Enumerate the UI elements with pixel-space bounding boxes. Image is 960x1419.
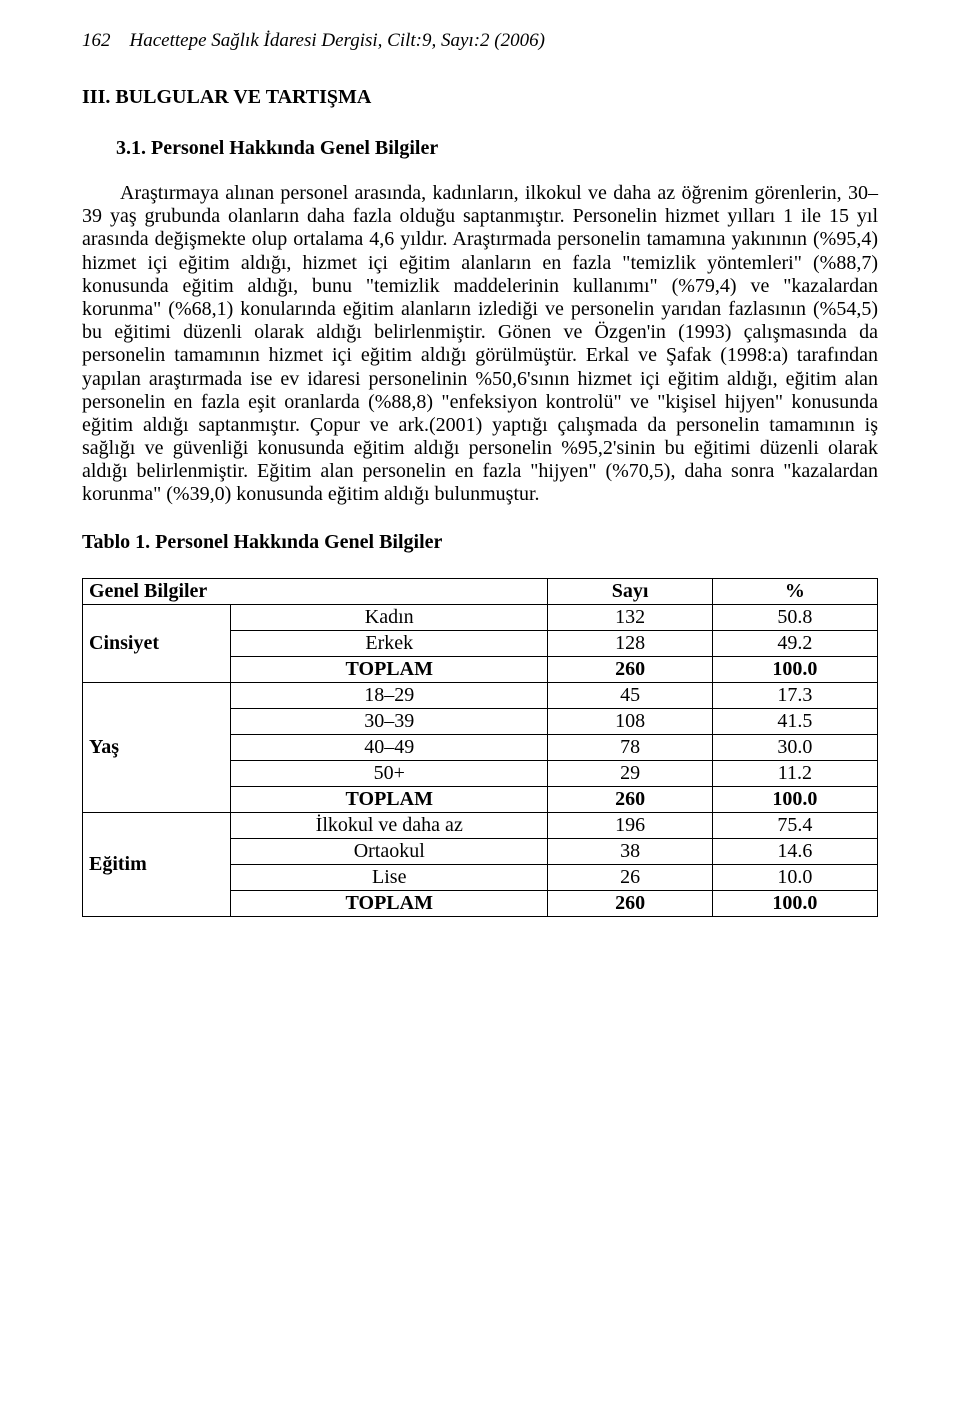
cell-percent: 10.0 — [712, 864, 877, 890]
cell-count: 108 — [548, 708, 713, 734]
table-head-sayi: Sayı — [548, 578, 713, 604]
section-subheading: 3.1. Personel Hakkında Genel Bilgiler — [116, 137, 878, 160]
cell-count: 26 — [548, 864, 713, 890]
cell-count: 38 — [548, 838, 713, 864]
table-row: CinsiyetKadın13250.8 — [83, 604, 878, 630]
data-table: Genel Bilgiler Sayı % CinsiyetKadın13250… — [82, 578, 878, 917]
cell-category: 18–29 — [231, 682, 548, 708]
page: 162 Hacettepe Sağlık İdaresi Dergisi, Ci… — [0, 0, 960, 957]
cell-category: 40–49 — [231, 734, 548, 760]
cell-percent: 14.6 — [712, 838, 877, 864]
cell-percent: 11.2 — [712, 760, 877, 786]
cell-count: 29 — [548, 760, 713, 786]
cell-percent: 100.0 — [712, 656, 877, 682]
table-body: CinsiyetKadın13250.8Erkek12849.2TOPLAM26… — [83, 604, 878, 916]
cell-category: 50+ — [231, 760, 548, 786]
table-head-pct: % — [712, 578, 877, 604]
cell-percent: 17.3 — [712, 682, 877, 708]
cell-count: 196 — [548, 812, 713, 838]
cell-percent: 50.8 — [712, 604, 877, 630]
cell-category: Ortaokul — [231, 838, 548, 864]
cell-category: TOPLAM — [231, 656, 548, 682]
cell-percent: 41.5 — [712, 708, 877, 734]
body-paragraph: Araştırmaya alınan personel arasında, ka… — [82, 182, 878, 507]
cell-category: 30–39 — [231, 708, 548, 734]
cell-count: 260 — [548, 890, 713, 916]
cell-count: 260 — [548, 786, 713, 812]
table-title: Tablo 1. Personel Hakkında Genel Bilgile… — [82, 531, 878, 554]
cell-category: Erkek — [231, 630, 548, 656]
cell-percent: 49.2 — [712, 630, 877, 656]
group-label: Yaş — [83, 682, 231, 812]
table-head: Genel Bilgiler Sayı % — [83, 578, 878, 604]
cell-percent: 75.4 — [712, 812, 877, 838]
cell-category: TOPLAM — [231, 786, 548, 812]
table-head-genel: Genel Bilgiler — [83, 578, 548, 604]
cell-category: TOPLAM — [231, 890, 548, 916]
cell-count: 45 — [548, 682, 713, 708]
group-label: Eğitim — [83, 812, 231, 916]
cell-category: Kadın — [231, 604, 548, 630]
cell-category: İlkokul ve daha az — [231, 812, 548, 838]
cell-percent: 100.0 — [712, 890, 877, 916]
group-label: Cinsiyet — [83, 604, 231, 682]
section-heading: III. BULGULAR VE TARTIŞMA — [82, 86, 878, 109]
cell-percent: 100.0 — [712, 786, 877, 812]
cell-count: 128 — [548, 630, 713, 656]
cell-count: 260 — [548, 656, 713, 682]
journal-line: Hacettepe Sağlık İdaresi Dergisi, Cilt:9… — [130, 30, 545, 51]
cell-count: 78 — [548, 734, 713, 760]
cell-percent: 30.0 — [712, 734, 877, 760]
page-number: 162 — [82, 30, 111, 51]
cell-count: 132 — [548, 604, 713, 630]
table-row: Yaş18–294517.3 — [83, 682, 878, 708]
cell-category: Lise — [231, 864, 548, 890]
table-row: Eğitimİlkokul ve daha az19675.4 — [83, 812, 878, 838]
page-header: 162 Hacettepe Sağlık İdaresi Dergisi, Ci… — [82, 30, 878, 52]
